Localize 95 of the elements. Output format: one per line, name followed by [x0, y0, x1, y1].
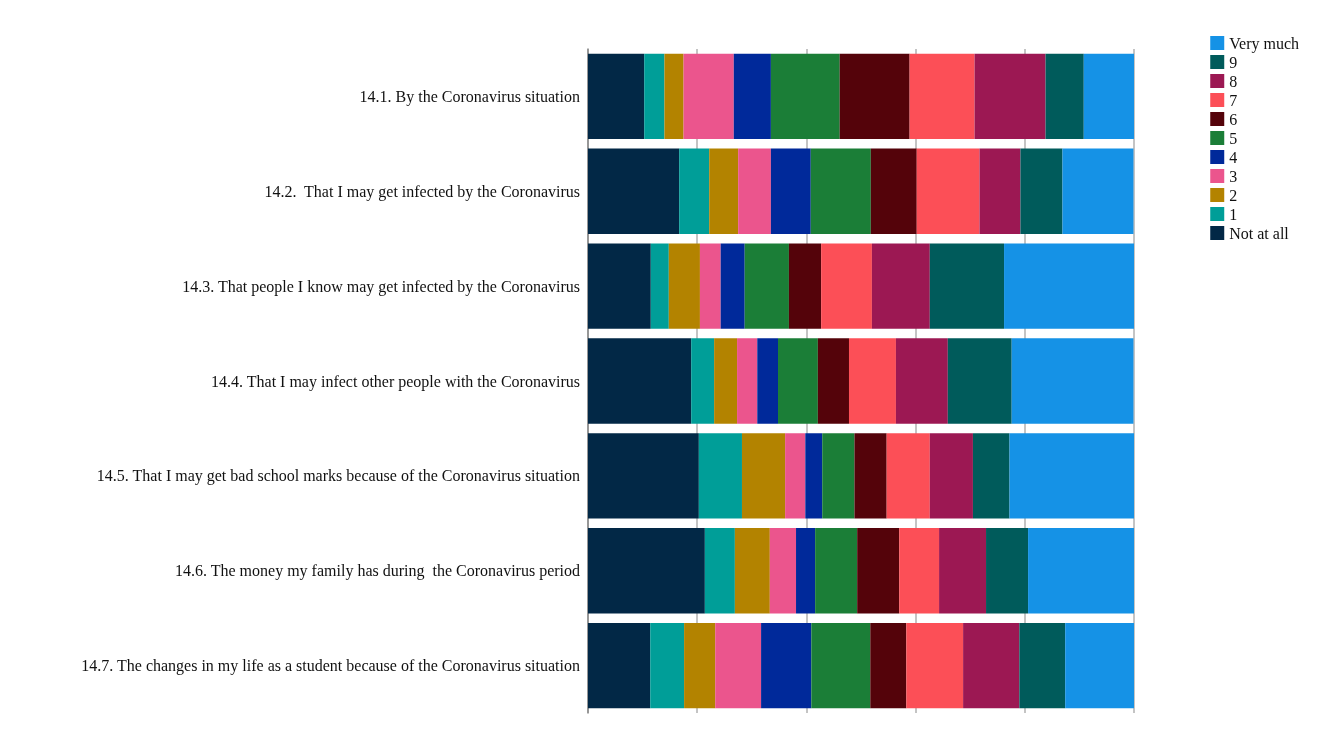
bar — [986, 528, 1029, 614]
bar — [817, 338, 849, 424]
y-tick-label: 14.7. The changes in my life as a student because of the Coronavirus situation — [81, 657, 580, 676]
bar — [810, 148, 871, 234]
bar — [1062, 148, 1134, 234]
bar — [650, 243, 669, 329]
bar — [805, 433, 823, 519]
bar — [1019, 622, 1066, 709]
bar — [1020, 148, 1063, 234]
bar — [738, 148, 771, 234]
bar — [588, 528, 705, 614]
bar — [979, 148, 1021, 234]
y-tick-label: 14.4. That I may infect other people with the Coronavirus — [211, 372, 580, 391]
bar — [769, 528, 797, 614]
legend-label: Very much — [1229, 34, 1300, 53]
legend-label: Not at all — [1229, 224, 1290, 242]
bar — [848, 338, 896, 424]
bar — [644, 53, 665, 140]
bar — [588, 148, 680, 234]
bar — [929, 433, 973, 519]
bar — [1045, 53, 1084, 140]
bar — [733, 53, 771, 140]
bar — [770, 53, 840, 140]
bar — [821, 243, 872, 329]
bar — [811, 622, 871, 709]
bar — [1009, 433, 1134, 519]
bar — [698, 433, 742, 519]
legend-label: 5 — [1229, 129, 1238, 147]
bar — [720, 243, 745, 329]
bar — [895, 338, 948, 424]
legend-label: 7 — [1229, 91, 1238, 109]
bar — [1065, 622, 1134, 709]
bar — [939, 528, 987, 614]
y-tick-label: 14.3. That people I know may get infected by the Coronavirus — [182, 277, 580, 296]
bar — [870, 148, 917, 234]
bar — [947, 338, 1012, 424]
bar — [664, 53, 684, 140]
legend-label: 9 — [1229, 53, 1238, 71]
bar — [588, 433, 699, 519]
bar — [744, 243, 789, 329]
bar — [963, 622, 1020, 709]
bar — [839, 53, 910, 140]
bar — [704, 528, 735, 614]
y-tick-label: 14.5. That I may get bad school marks because of the Coronavirus situation — [96, 467, 580, 486]
legend-label: 2 — [1229, 186, 1238, 204]
y-tick-label: 14.1. By the Coronavirus situation — [359, 87, 580, 106]
bar — [699, 243, 721, 329]
bar — [788, 243, 822, 329]
bar — [886, 433, 930, 519]
bar — [761, 622, 812, 709]
bar — [1011, 338, 1134, 424]
bar — [683, 53, 734, 140]
bar — [857, 528, 900, 614]
bar — [854, 433, 887, 519]
bar — [822, 433, 855, 519]
bar — [1004, 243, 1134, 329]
bar — [916, 148, 980, 234]
bar — [929, 243, 1005, 329]
bar — [899, 528, 940, 614]
bar — [588, 243, 651, 329]
bar — [691, 338, 715, 424]
legend-label: 8 — [1229, 72, 1238, 90]
bar — [684, 622, 716, 709]
bar — [668, 243, 700, 329]
bar — [737, 338, 758, 424]
bar — [909, 53, 975, 140]
bar — [770, 148, 811, 234]
bar — [588, 622, 651, 709]
bar — [709, 148, 739, 234]
bar — [815, 528, 858, 614]
legend-label: 1 — [1229, 205, 1238, 223]
bar — [679, 148, 710, 234]
bar — [974, 53, 1046, 140]
bar — [757, 338, 779, 424]
bar — [778, 338, 818, 424]
bar — [714, 338, 738, 424]
bar — [871, 243, 930, 329]
legend-label: 6 — [1229, 110, 1238, 128]
bar — [734, 528, 770, 614]
bar — [588, 338, 692, 424]
bar — [870, 622, 907, 709]
y-tick-label: 14.6. The money my family has during the Coronavirus period — [175, 562, 580, 581]
bar — [972, 433, 1010, 519]
bar — [1083, 53, 1134, 140]
bar — [906, 622, 964, 709]
bar — [1028, 528, 1134, 614]
bar — [741, 433, 786, 519]
bar — [650, 622, 685, 709]
bar — [796, 528, 816, 614]
legend-label: 4 — [1229, 148, 1238, 166]
bar — [588, 53, 645, 140]
y-tick-label: 14.2. That I may get infected by the Coronavirus — [264, 182, 580, 201]
legend-label: 3 — [1229, 167, 1238, 185]
bar — [785, 433, 806, 519]
bar — [715, 622, 762, 709]
